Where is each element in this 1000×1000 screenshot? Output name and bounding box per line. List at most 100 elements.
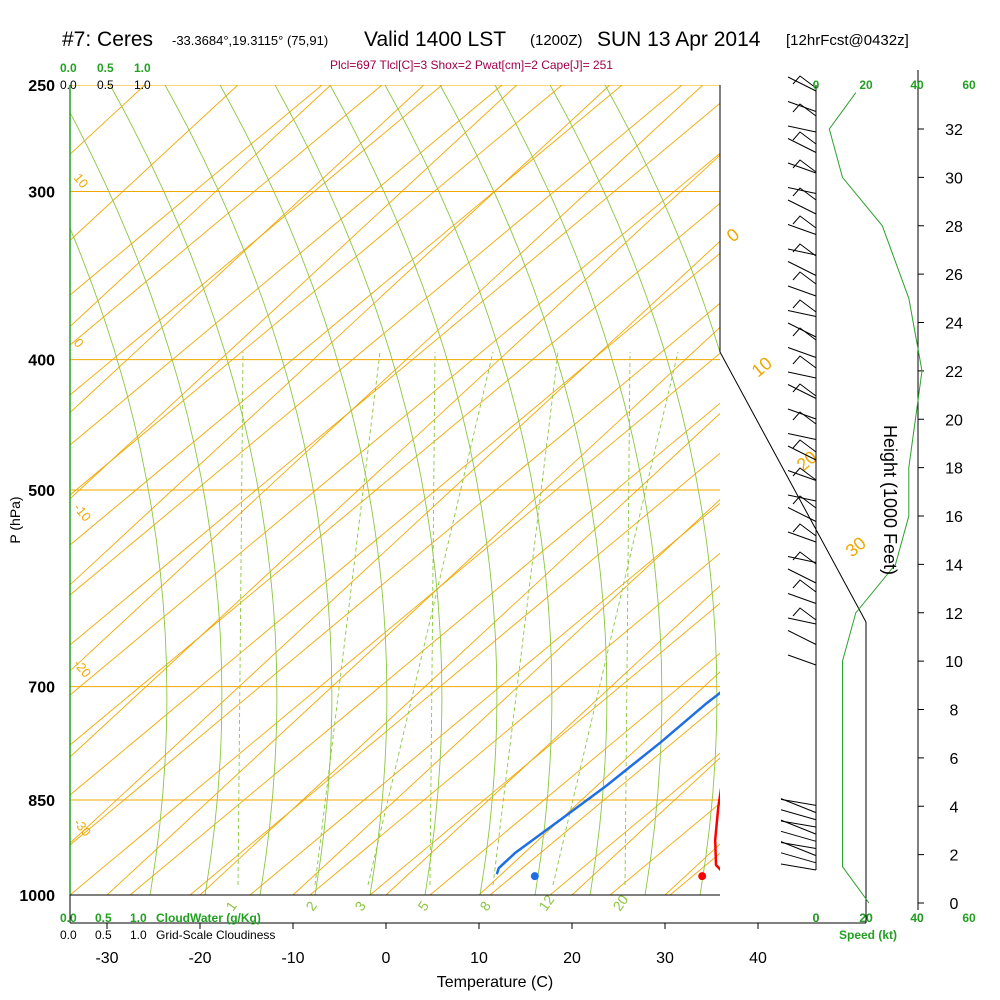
temperature-tick-label: 0 bbox=[382, 950, 391, 967]
dry-adiabat-line bbox=[489, 702, 720, 895]
dry-adiabat-line bbox=[70, 85, 443, 396]
pressure-tick-label: 400 bbox=[28, 353, 55, 370]
wind-barb bbox=[787, 224, 817, 235]
wind-barb-flag bbox=[792, 327, 817, 341]
mixing-ratio-label: 3 bbox=[351, 898, 369, 914]
temperature-tick-label: 40 bbox=[749, 950, 767, 967]
pressure-tick-label: 250 bbox=[28, 78, 55, 95]
temperature-profile-line bbox=[713, 787, 720, 872]
dry-adiabat-line bbox=[369, 602, 720, 895]
isotherm-line bbox=[70, 85, 425, 414]
top-cloud-scale-black: 1.0 bbox=[134, 78, 151, 92]
wind-barb bbox=[787, 507, 817, 522]
wind-barb bbox=[787, 125, 817, 133]
wind-barb bbox=[787, 630, 817, 645]
mixing-ratio-line bbox=[552, 351, 679, 886]
forecast-info: [12hrFcst@0432z] bbox=[786, 32, 909, 49]
wind-barb bbox=[787, 248, 817, 256]
temperature-tick-label: 30 bbox=[656, 950, 674, 967]
isotherm-label: 10 bbox=[748, 353, 776, 381]
dry-adiabat-line bbox=[70, 85, 503, 446]
pressure-tick-label: 500 bbox=[28, 483, 55, 500]
isotherm-line bbox=[292, 499, 720, 895]
wind-barb bbox=[787, 199, 817, 215]
dry-adiabat-line bbox=[549, 752, 720, 895]
mixing-ratio-label: 5 bbox=[414, 898, 432, 914]
top-wind-speed-tick: 0 bbox=[813, 78, 820, 92]
cloudiness-tick: 0.0 bbox=[60, 928, 77, 942]
pressure-tick-label: 700 bbox=[28, 680, 55, 697]
dry-adiabat-label: -20 bbox=[71, 656, 95, 680]
cloudiness-label: Grid-Scale Cloudiness bbox=[156, 928, 275, 942]
dry-adiabat-line bbox=[970, 85, 1000, 895]
wind-barb bbox=[787, 617, 817, 625]
isotherm-line bbox=[944, 85, 1000, 895]
height-tick-label: 8 bbox=[950, 703, 959, 720]
wind-barb bbox=[787, 470, 817, 481]
wind-barb bbox=[787, 445, 817, 461]
height-tick-label: 18 bbox=[945, 461, 963, 478]
mixing-ratio-line bbox=[237, 351, 244, 886]
wind-barb bbox=[787, 261, 817, 276]
height-tick-label: 2 bbox=[950, 848, 959, 865]
wind-barb bbox=[780, 852, 817, 864]
height-axis-label: Height (1000 Feet) bbox=[880, 425, 900, 575]
wind-barb-flag bbox=[792, 607, 817, 621]
height-tick-label: 30 bbox=[945, 170, 963, 187]
wind-barb bbox=[787, 101, 817, 112]
dry-adiabat-line bbox=[70, 85, 323, 296]
cloudwater-tick: 0.5 bbox=[95, 911, 112, 925]
isotherm-line bbox=[70, 85, 239, 241]
wind-barb bbox=[787, 285, 817, 297]
station-title: #7: Ceres bbox=[62, 28, 154, 51]
temperature-tick-label: -30 bbox=[95, 950, 118, 967]
moist-adiabat-line bbox=[219, 85, 388, 895]
wind-barb bbox=[787, 556, 817, 563]
dry-adiabat-line bbox=[429, 652, 720, 895]
wind-barb bbox=[787, 371, 817, 379]
pressure-tick-label: 850 bbox=[28, 793, 55, 810]
mixing-ratio-line bbox=[367, 351, 494, 886]
dry-adiabat-line bbox=[910, 85, 1000, 895]
cloudwater-tick: 1.0 bbox=[130, 911, 147, 925]
wind-barb bbox=[787, 433, 817, 440]
wind-barb-flag bbox=[792, 439, 817, 453]
wind-barb-flag bbox=[792, 243, 817, 257]
wind-speed-tick-green: 60 bbox=[962, 911, 976, 925]
cloudiness-tick: 0.5 bbox=[95, 928, 112, 942]
wind-barb bbox=[787, 531, 817, 543]
top-cloud-scale-green: 0.5 bbox=[97, 61, 114, 75]
wind-barb-flag bbox=[792, 215, 817, 229]
stability-indices: Plcl=697 Tlcl[C]=3 Shox=2 Pwat[cm]=2 Cap… bbox=[330, 58, 613, 72]
temperature-tick-label: -10 bbox=[281, 950, 304, 967]
wind-barb bbox=[780, 820, 817, 828]
wind-barb bbox=[787, 310, 817, 317]
moist-adiabat-line bbox=[439, 85, 608, 895]
wind-speed-tick-black: 0 bbox=[813, 911, 820, 925]
wind-speed-tick-black: 20 bbox=[859, 911, 873, 925]
pressure-tick-label: 300 bbox=[28, 185, 55, 202]
moist-adiabat-line bbox=[384, 85, 553, 895]
wind-barb bbox=[787, 593, 817, 604]
station-coordinates: -33.3684°,19.3115° (75,91) bbox=[172, 33, 329, 48]
wind-speed-tick-green: 20 bbox=[859, 911, 873, 925]
dry-adiabat-label: -10 bbox=[71, 500, 95, 524]
height-tick-label: 28 bbox=[945, 219, 963, 236]
cloudwater-label: CloudWater (g/Kg) bbox=[156, 911, 261, 925]
wind-barb-flag bbox=[792, 187, 817, 201]
isotherm-label: 30 bbox=[842, 533, 870, 561]
mixing-ratio-line bbox=[492, 351, 559, 886]
wind-barb bbox=[787, 654, 817, 666]
isotherm-label: 0 bbox=[723, 224, 744, 246]
wind-barb-flag bbox=[792, 551, 817, 565]
wind-speed-tick-green: 40 bbox=[910, 911, 924, 925]
dry-adiabat-line bbox=[730, 85, 1000, 895]
wind-barb bbox=[780, 809, 817, 821]
mixing-ratio-line bbox=[314, 351, 381, 886]
wind-barb bbox=[787, 76, 817, 92]
height-tick-label: 10 bbox=[945, 654, 963, 671]
pressure-tick-label: 1000 bbox=[19, 888, 55, 905]
moist-adiabat-line bbox=[109, 85, 278, 895]
sounding-profiles bbox=[495, 691, 720, 881]
